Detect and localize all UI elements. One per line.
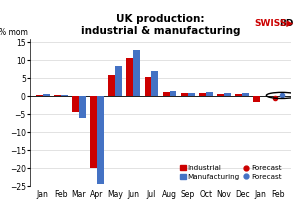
Bar (163, 92, 170, 96)
Bar (253, 96, 260, 102)
Bar (72, 96, 79, 112)
Bar (242, 93, 249, 96)
Bar (217, 94, 224, 96)
Text: % mom: % mom (0, 28, 28, 37)
Bar (79, 96, 86, 118)
Bar (54, 95, 61, 96)
Legend: Industrial, Manufacturing, Forecast, Forecast: Industrial, Manufacturing, Forecast, For… (180, 165, 282, 180)
Bar (43, 94, 50, 96)
Bar (188, 92, 195, 96)
Bar (152, 71, 158, 96)
Text: SWISS▶: SWISS▶ (254, 19, 294, 28)
Bar (115, 65, 122, 96)
Title: UK production:
industrial & manufacturing: UK production: industrial & manufacturin… (81, 14, 240, 36)
Bar (235, 94, 242, 96)
Bar (61, 95, 68, 96)
Bar (206, 92, 213, 96)
Bar (169, 91, 176, 96)
Bar (133, 50, 140, 96)
Bar (224, 93, 231, 96)
Bar (199, 92, 206, 96)
Bar (90, 96, 97, 168)
Bar (108, 74, 115, 96)
Bar (97, 96, 104, 184)
Bar (181, 93, 188, 96)
Bar (36, 95, 43, 96)
Bar (145, 77, 152, 96)
Bar (126, 58, 133, 96)
Text: BD: BD (279, 19, 294, 28)
